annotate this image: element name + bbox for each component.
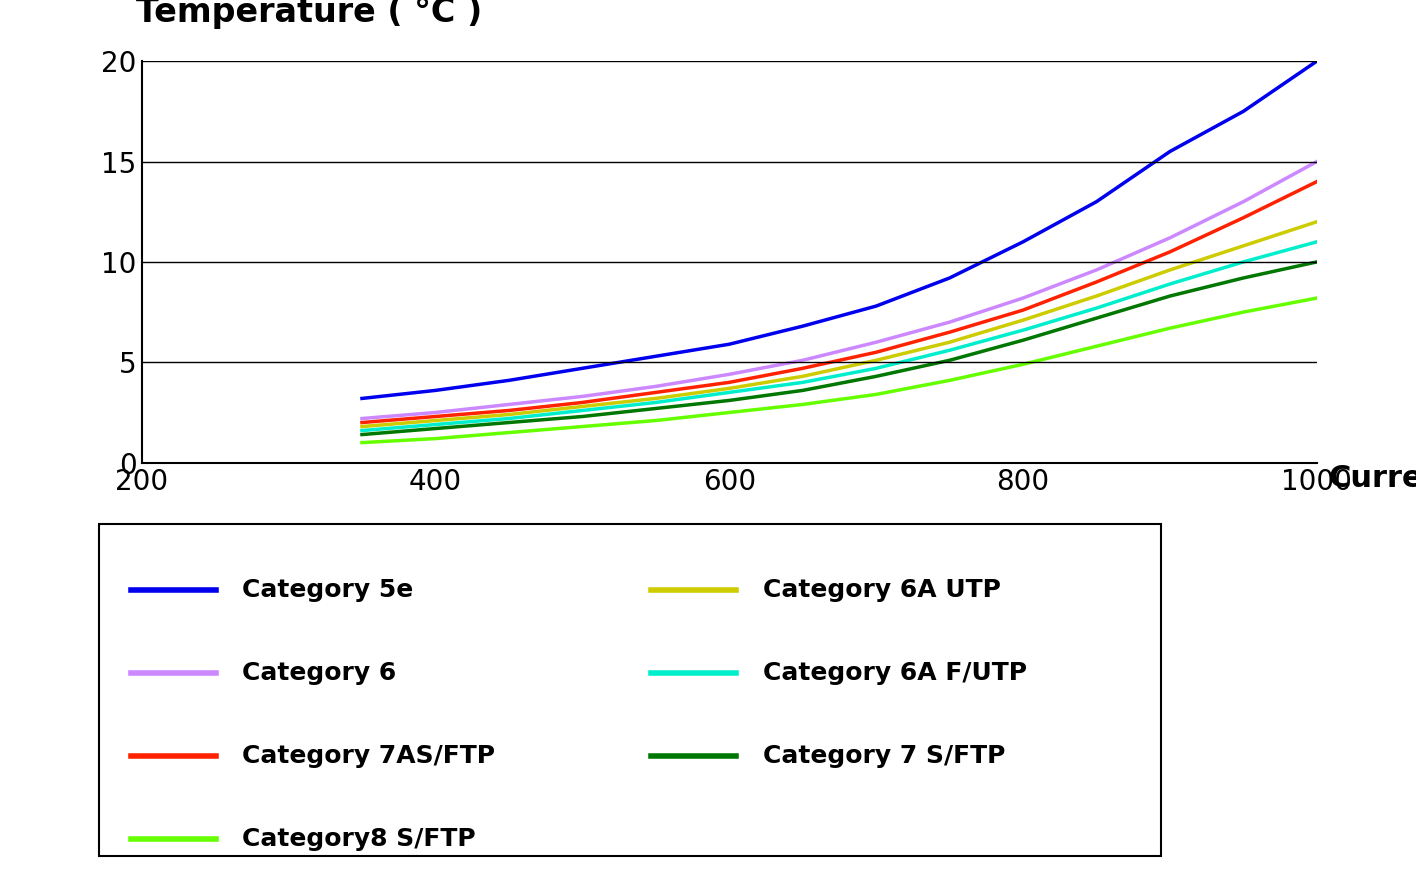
- Text: Category 7 S/FTP: Category 7 S/FTP: [763, 744, 1005, 768]
- Text: Category 5e: Category 5e: [242, 578, 413, 602]
- Text: Category 7AS/FTP: Category 7AS/FTP: [242, 744, 496, 768]
- Text: Category 6A UTP: Category 6A UTP: [763, 578, 1001, 602]
- Text: Temperature ( °C ): Temperature ( °C ): [136, 0, 481, 29]
- Text: Category 6A F/UTP: Category 6A F/UTP: [763, 661, 1027, 685]
- Text: Category8 S/FTP: Category8 S/FTP: [242, 827, 476, 851]
- Text: Current(mA): Current(mA): [1328, 464, 1416, 493]
- Text: Category 6: Category 6: [242, 661, 396, 685]
